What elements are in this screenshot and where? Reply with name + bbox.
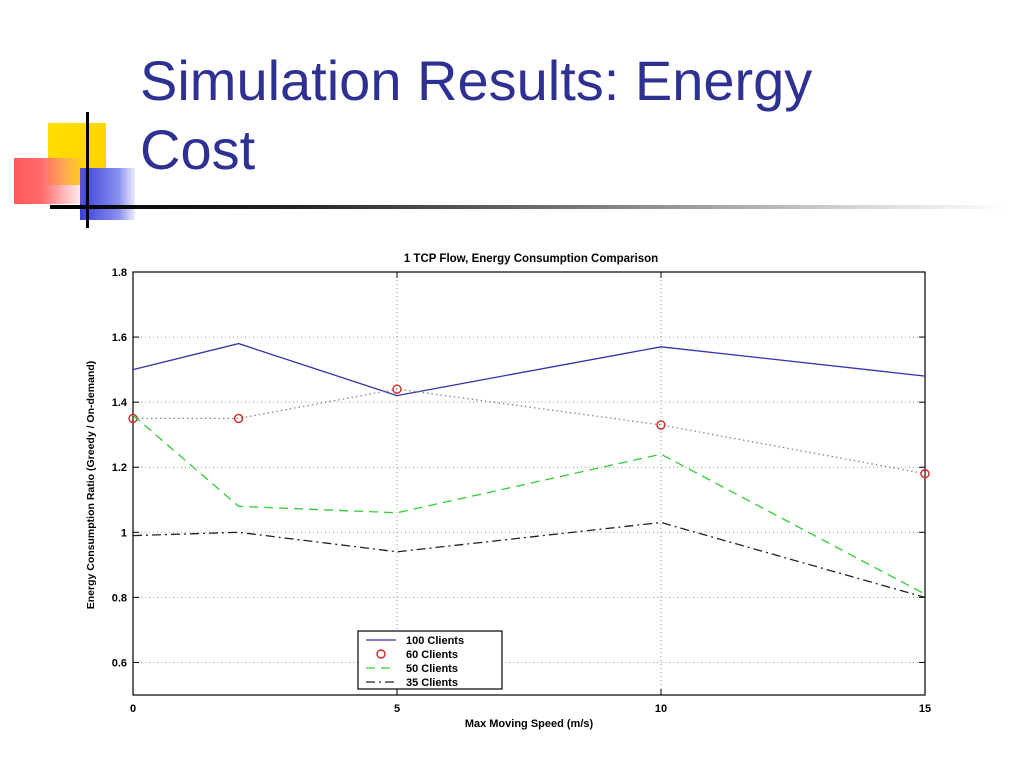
slide-title: Simulation Results: Energy Cost — [140, 46, 1000, 184]
legend-label: 100 Clients — [406, 635, 464, 647]
y-tick-label: 1.4 — [112, 397, 128, 409]
x-axis-label: Max Moving Speed (m/s) — [465, 718, 594, 730]
legend-label: 50 Clients — [406, 663, 458, 675]
plot-frame — [132, 271, 926, 696]
series-line-100-clients — [132, 342, 926, 397]
title-underline — [50, 205, 1010, 209]
y-tick-label: 0.8 — [112, 592, 127, 604]
decor-blue-square — [80, 168, 135, 220]
slide-title-line2: Cost — [140, 118, 256, 181]
x-tick-label: 15 — [919, 703, 931, 715]
y-tick-label: 1.6 — [112, 332, 127, 344]
decor-vertical-line — [86, 112, 89, 228]
series-line-60-clients — [133, 388, 926, 475]
x-tick-label: 0 — [130, 703, 136, 715]
y-tick-label: 1.8 — [112, 267, 127, 279]
series-line-35-clients — [132, 521, 926, 599]
legend-box — [357, 630, 503, 690]
legend-label: 60 Clients — [406, 649, 458, 661]
data-point-marker — [656, 420, 666, 430]
x-tick-label: 5 — [394, 703, 400, 715]
chart-title: 1 TCP Flow, Energy Consumption Compariso… — [404, 253, 658, 265]
legend-marker — [376, 649, 386, 659]
y-axis-label: Energy Consumption Ratio (Greedy / On-de… — [85, 361, 97, 610]
y-tick-label: 0.6 — [112, 657, 127, 669]
y-tick-label: 1.2 — [112, 462, 127, 474]
decor-red-bar — [14, 158, 84, 204]
series-line-50-clients — [132, 414, 926, 595]
data-point-marker — [920, 469, 930, 479]
y-tick-label: 1 — [121, 527, 127, 539]
data-point-marker — [392, 384, 402, 394]
slide-title-line1: Simulation Results: Energy — [140, 49, 813, 112]
x-tick-label: 10 — [655, 703, 667, 715]
data-point-marker — [233, 413, 244, 424]
legend-label: 35 Clients — [406, 677, 458, 689]
